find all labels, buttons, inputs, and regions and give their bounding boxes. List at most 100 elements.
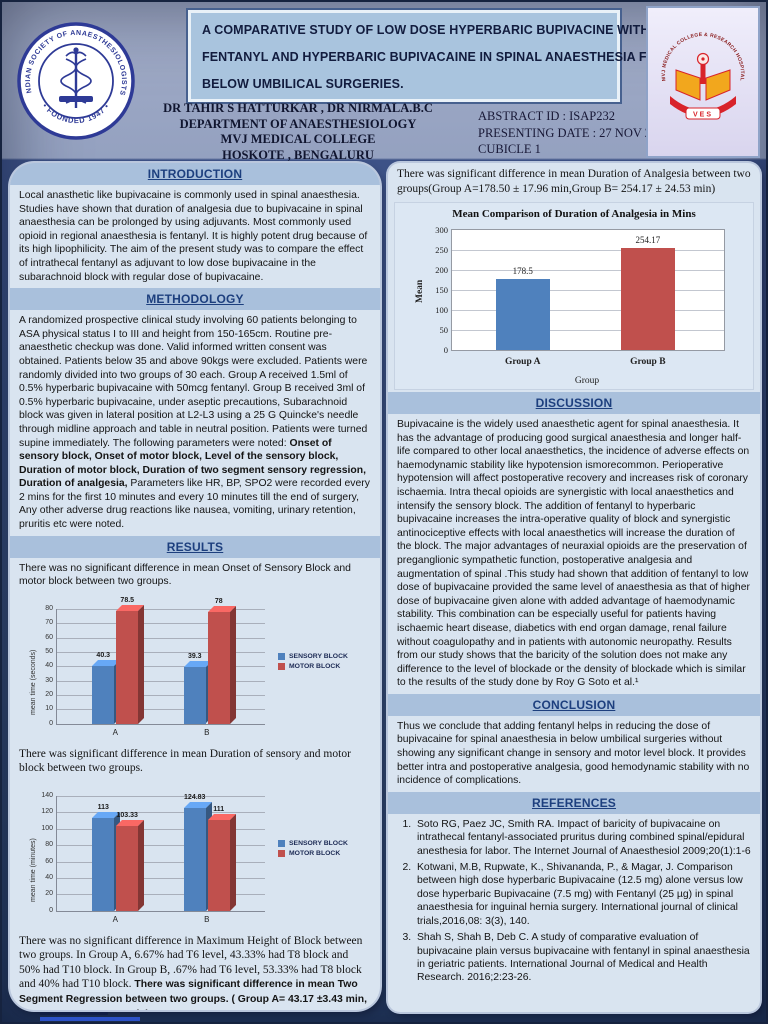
legend-label: MOTOR BLOCK [289, 663, 341, 671]
results-duration-text: There was significant difference in mean… [19, 747, 351, 775]
gridline [57, 795, 265, 797]
bar-motor-block [207, 605, 236, 724]
college-emblem: MVJ MEDICAL COLLEGE & RESEARCH HOSPITAL … [661, 32, 745, 120]
gridline [57, 637, 265, 639]
y-tick-label: 100 [41, 824, 53, 832]
x-category-label: A [112, 914, 118, 924]
footer-link-underline [40, 1017, 140, 1019]
analgesia-chart: Mean Comparison of Duration of Analgesia… [394, 202, 754, 390]
chart-plot-area: 0 10 20 30 40 50 60 70 80 A 40.3 78.5 B 39.3 78 [45, 597, 265, 737]
y-tick-label: 200 [435, 265, 448, 275]
results-onset-text: There was no significant difference in m… [19, 562, 351, 588]
gridline [57, 666, 265, 668]
results-height-serif: There was no significant difference in M… [19, 934, 363, 991]
bar-side-face [138, 819, 145, 911]
legend-entry: MOTOR BLOCK [278, 850, 348, 858]
y-tick-label: 70 [45, 619, 53, 627]
y-tick-label: 40 [45, 662, 53, 670]
ves-text: VES [693, 112, 713, 119]
onset-block-chart: 0 10 20 30 40 50 60 70 80 A 40.3 78.5 B 39.3 78 mean ti… [14, 594, 376, 742]
y-tick-label: 80 [45, 604, 53, 612]
title-line: FENTANYL AND HYPERBARIC BUPIVACAINE IN S… [202, 50, 666, 64]
introduction-heading: INTRODUCTION [147, 167, 243, 181]
legend-label: SENSORY BLOCK [289, 653, 348, 661]
legend-label: SENSORY BLOCK [289, 840, 348, 848]
abstract-id: ABSTRACT ID : ISAP232 [478, 109, 615, 123]
x-category-label: Group B [630, 357, 666, 367]
authors-department: DEPARTMENT OF ANAESTHESIOLOGY [179, 116, 417, 131]
torch-icon [696, 52, 710, 84]
section-heading-conclusion: CONCLUSION [388, 693, 760, 716]
gridline [57, 695, 265, 697]
footer-link-text-line [40, 1012, 108, 1015]
bar-side-face [229, 813, 236, 911]
conclusion-text: Thus we conclude that adding fentanyl he… [397, 720, 750, 787]
footer-hyperlink[interactable] [40, 1012, 150, 1019]
gridline [57, 828, 265, 830]
abstract-info-block: ABSTRACT ID : ISAP232 PRESENTING DATE : … [478, 108, 738, 158]
gridline [57, 623, 265, 625]
bar-value-label: 40.3 [96, 651, 111, 659]
y-tick-label: 60 [45, 857, 53, 865]
section-heading-results: RESULTS [10, 535, 380, 558]
methodology-text-end: Parameters like HR, BP, SPO2 were record… [19, 478, 370, 531]
bar-sensory-block [92, 659, 121, 724]
section-heading-discussion: DISCUSSION [388, 392, 760, 414]
bar-group-a [495, 278, 550, 350]
legend-label: MOTOR BLOCK [289, 850, 341, 858]
y-tick-label: 50 [45, 647, 53, 655]
chart-plot-area: 0 50 100 150 200 250 300 178.5 Group A 254.17 Grou… [435, 225, 725, 367]
y-axis-label: mean time (minutes) [30, 837, 37, 902]
legend-swatch [278, 840, 285, 848]
discussion-text: Bupivacaine is the widely used anaesthet… [397, 419, 750, 689]
x-category-label: A [112, 727, 118, 737]
bar-motor-block [116, 605, 145, 724]
gridline [57, 608, 265, 610]
bar-value-label: 178.5 [512, 265, 533, 276]
y-tick-label: 10 [45, 705, 53, 713]
y-tick-label: 40 [45, 873, 53, 881]
reference-item: Shah S, Shah B, Deb C. A study of compar… [414, 931, 752, 985]
y-tick-label: 50 [439, 325, 449, 335]
conclusion-heading: CONCLUSION [532, 697, 616, 712]
cubicle: CUBICLE 1 [478, 142, 541, 156]
bar-value-label: 113 [97, 804, 109, 812]
college-logo: MVJ MEDICAL COLLEGE & RESEARCH HOSPITAL … [646, 6, 760, 158]
y-axis-label: mean time (seconds) [30, 649, 37, 715]
gridline [57, 680, 265, 682]
y-tick-label: 150 [435, 285, 448, 295]
results-height-text: There was no significant difference in M… [10, 930, 380, 1010]
ves-band [685, 107, 721, 120]
y-tick-label: 0 [443, 345, 448, 355]
bar-value-label: 39.3 [187, 653, 202, 661]
discussion-heading: DISCUSSION [535, 396, 613, 410]
legend-swatch [278, 653, 285, 661]
y-tick-label: 20 [45, 691, 53, 699]
bar-sensory-block [92, 812, 121, 911]
y-tick-label: 20 [45, 890, 53, 898]
methodology-text-start: A randomized prospective clinical study … [19, 315, 368, 449]
bar-motor-block [207, 813, 236, 911]
legend-entry: SENSORY BLOCK [278, 653, 348, 661]
y-axis-label: Mean [415, 280, 425, 304]
y-tick-label: 60 [45, 633, 53, 641]
analgesia-result-text: There was significant difference in mean… [397, 168, 751, 195]
presenting-date: PRESENTING DATE : 27 NOV 2019 [478, 125, 670, 140]
bar-value-label: 254.17 [635, 235, 661, 246]
y-tick-label: 30 [45, 676, 53, 684]
bar-sensory-block [183, 802, 212, 911]
legend-entry: SENSORY BLOCK [278, 840, 348, 848]
y-tick-label: 80 [45, 841, 53, 849]
isa-society-logo: INDIAN SOCIETY OF ANAESTHESIOLOGISTS • F… [12, 4, 135, 140]
results-regression-bold: There was significant difference in mean… [19, 979, 367, 1010]
chart-plot-area: 0 20 40 60 80 100 120 140 A 113 103.33 B 124.83 111 [41, 792, 265, 924]
gridline [57, 651, 265, 653]
reference-item: Soto RG, Paez JC, Smith RA. Impact of ba… [414, 818, 752, 858]
authors-names: DR TAHIR S HATTURKAR , DR NIRMALA.B.C [163, 101, 433, 115]
bar-value-label: 78 [214, 597, 223, 605]
title-line: BELOW UMBILICAL SURGERIES. [202, 77, 404, 91]
gridline [57, 877, 265, 879]
y-tick-label: 0 [49, 719, 53, 727]
chart-legend: SENSORY BLOCK MOTOR BLOCK [278, 837, 348, 860]
